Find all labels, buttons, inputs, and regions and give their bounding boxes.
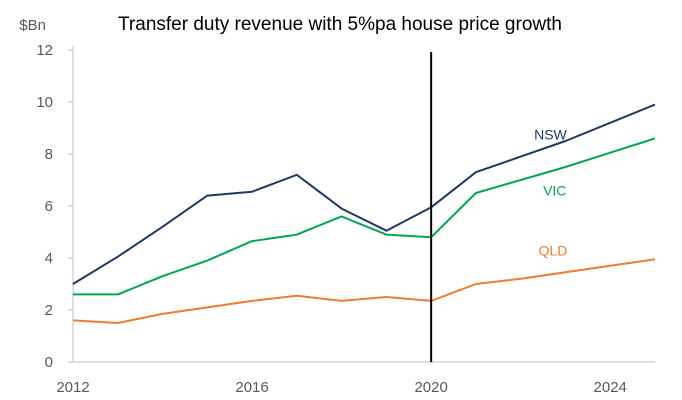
y-tick-label: 4: [45, 250, 53, 267]
x-axis-ticks: 2012 2016 2020 2024: [56, 379, 627, 396]
axes: [72, 46, 655, 363]
series-label-nsw: NSW: [534, 127, 567, 143]
y-tick-label: 12: [36, 42, 53, 59]
y-tick-label: 6: [45, 198, 53, 215]
y-tick-label: 0: [45, 354, 53, 371]
x-tick-label: 2020: [414, 379, 447, 396]
y-tick-label: 2: [45, 302, 53, 319]
series-line-qld: [72, 258, 656, 324]
series-label-vic: VIC: [543, 183, 566, 199]
x-tick-label: 2024: [594, 379, 627, 396]
y-axis-ticks: 0 2 4 6 8 10 12: [36, 42, 73, 371]
y-tick-label: 8: [45, 146, 53, 163]
y-tick-label: 10: [36, 94, 53, 111]
series-line-nsw: [72, 103, 656, 285]
chart-title: Transfer duty revenue with 5%pa house pr…: [118, 14, 562, 35]
y-axis-unit-label: $Bn: [19, 17, 46, 34]
series-lines: [72, 103, 656, 324]
series-label-qld: QLD: [539, 242, 568, 258]
series-labels: NSW VIC QLD: [534, 127, 567, 259]
series-line-vic: [73, 137, 656, 296]
x-tick-label: 2016: [235, 379, 268, 396]
x-tick-label: 2012: [56, 379, 89, 396]
